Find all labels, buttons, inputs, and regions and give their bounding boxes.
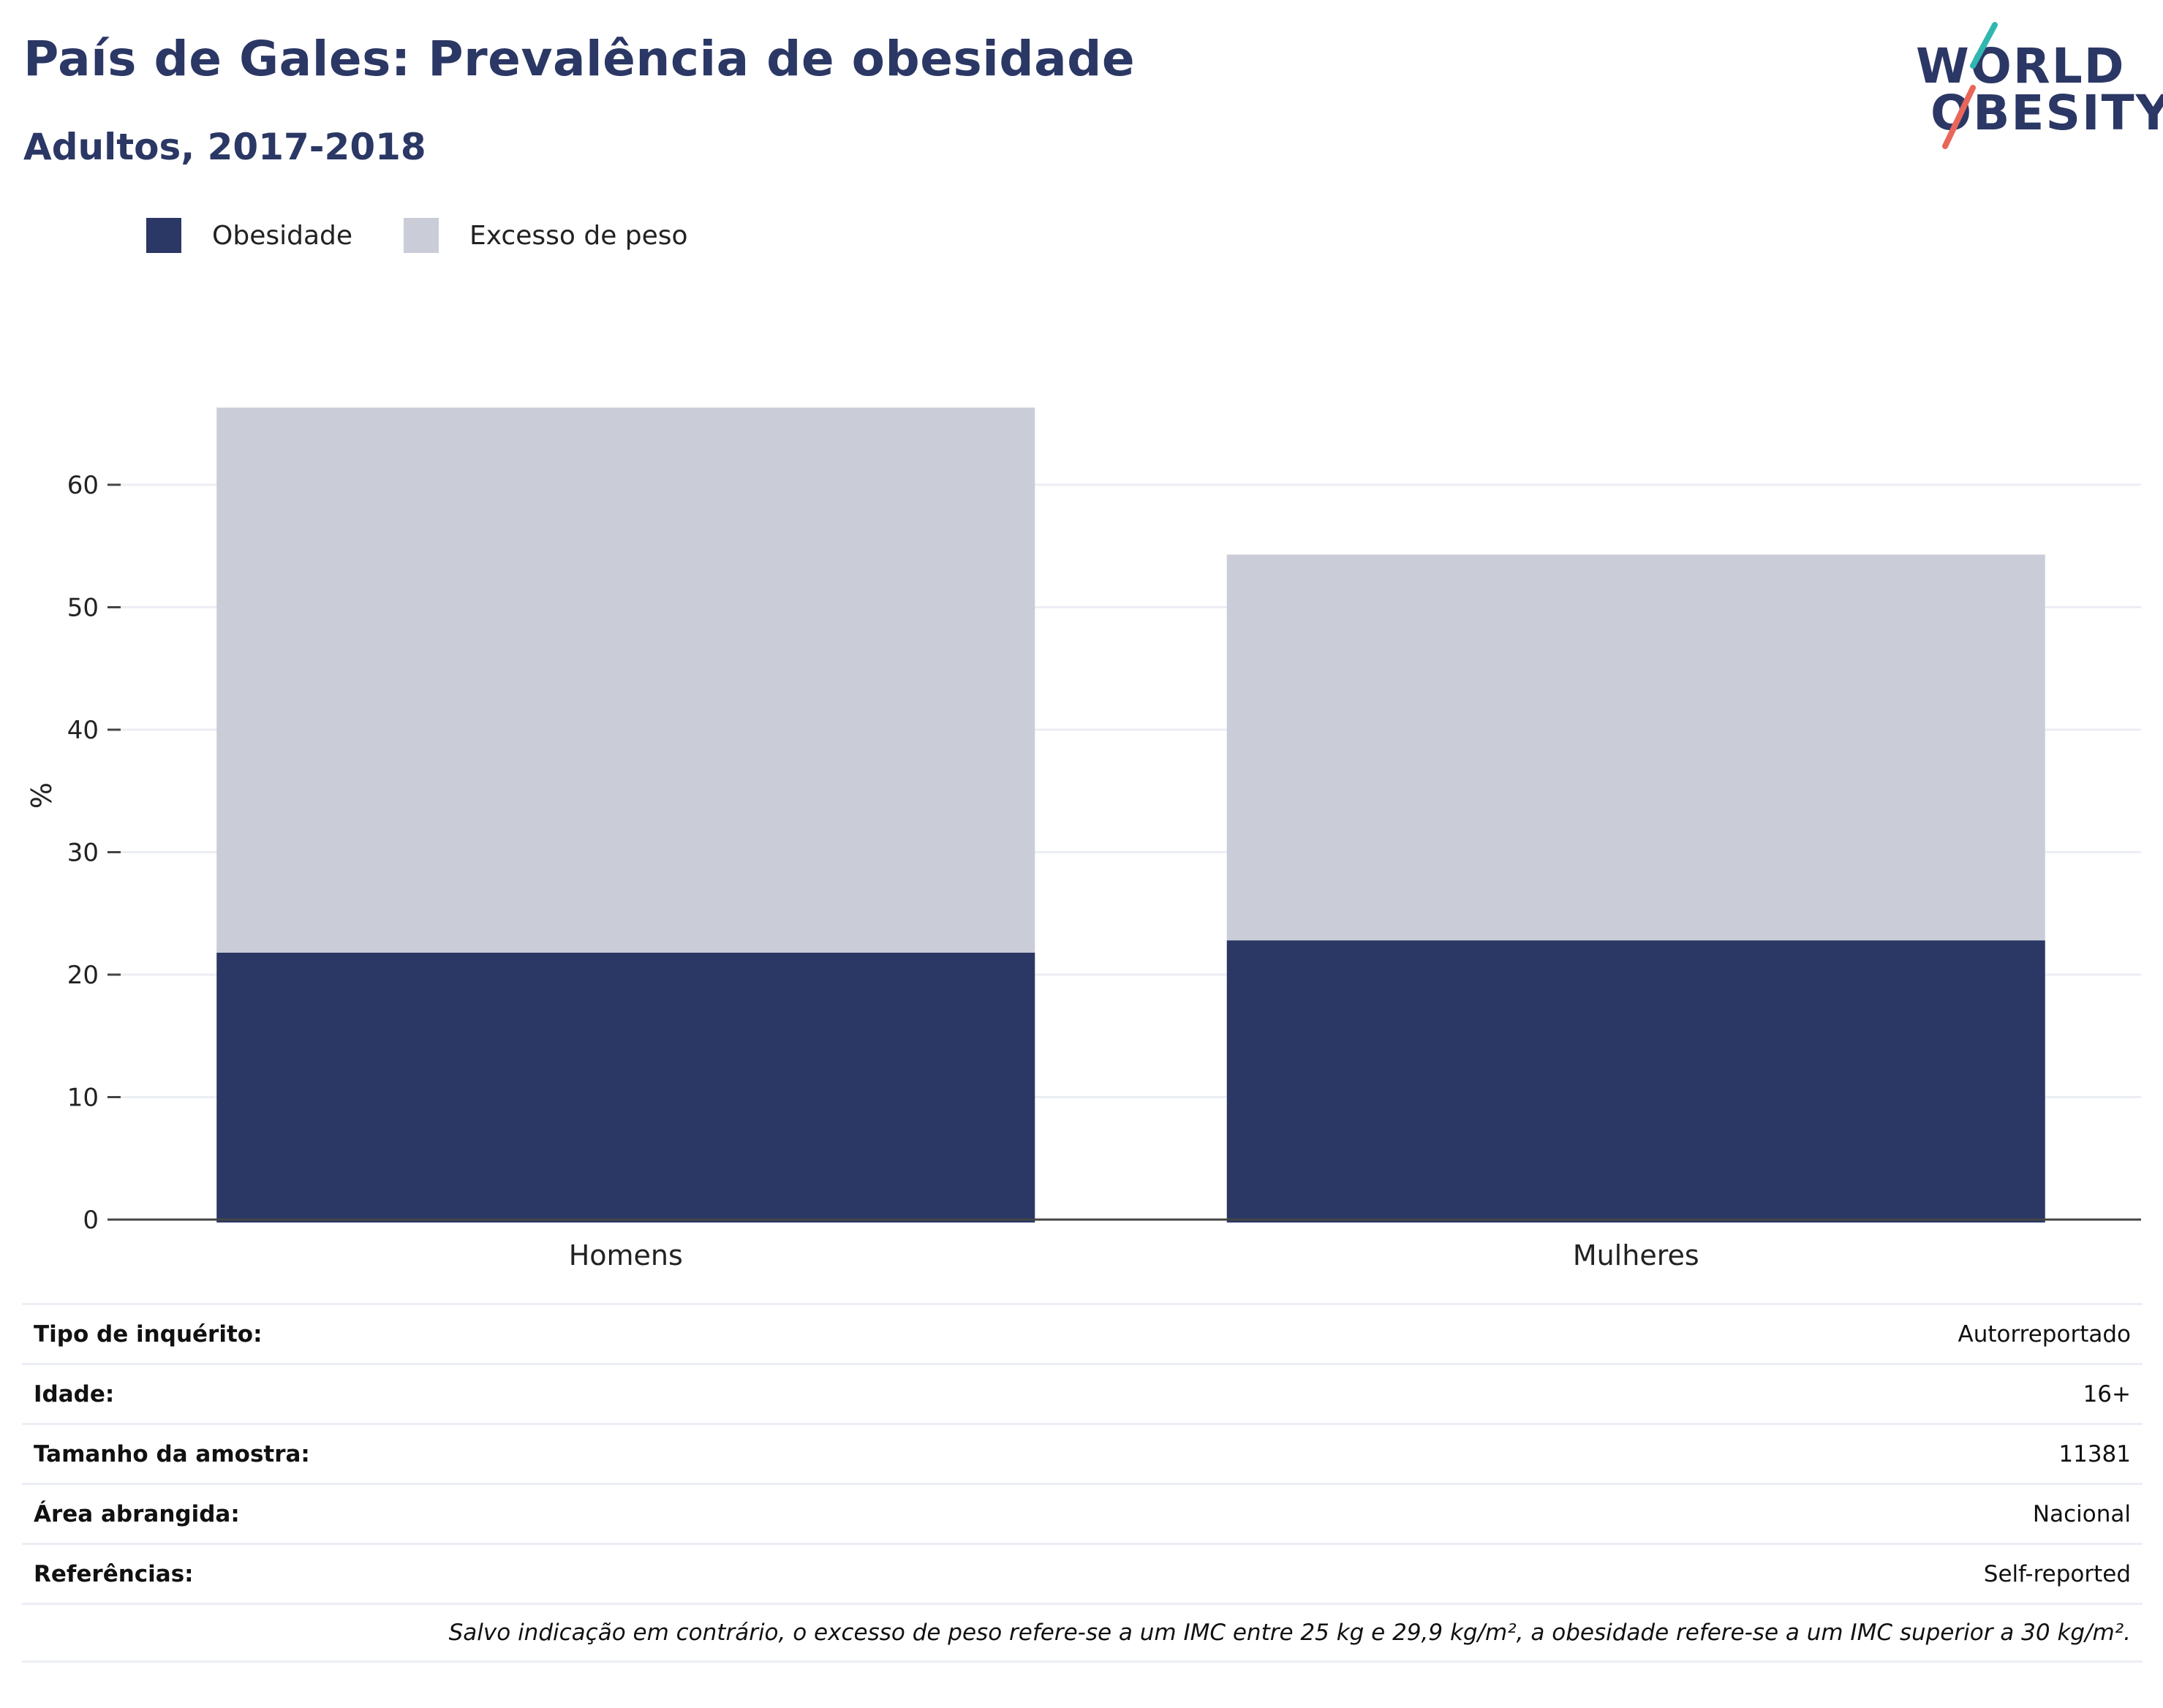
info-value: Self-reported [1983, 1560, 2131, 1587]
y-tick-label: 10 [67, 1084, 99, 1113]
info-key: Tamanho da amostra: [34, 1440, 310, 1467]
info-row-area: Área abrangida: Nacional [22, 1483, 2143, 1543]
footnote: Salvo indicação em contrário, o excesso … [448, 1620, 2131, 1646]
bar-overweight [1226, 554, 2045, 941]
x-tick-label: Mulheres [1573, 1239, 1699, 1271]
info-value: 11381 [2058, 1440, 2131, 1467]
legend-label-obesity: Obesidade [212, 220, 353, 251]
y-tick-label: 0 [83, 1206, 99, 1235]
info-value: Nacional [2032, 1500, 2131, 1527]
chart-legend: Obesidade Excesso de peso [146, 216, 739, 254]
y-tick-label: 60 [67, 471, 99, 500]
chart-title: País de Gales: Prevalência de obesidade [23, 31, 1136, 87]
y-tick-label: 30 [67, 839, 99, 868]
info-row-references: Referências: Self-reported [22, 1543, 2143, 1603]
footnote-row: Salvo indicação em contrário, o excesso … [22, 1603, 2143, 1663]
y-tick-label: 50 [67, 594, 99, 623]
info-key: Referências: [34, 1560, 194, 1587]
info-key: Tipo de inquérito: [34, 1320, 263, 1348]
info-value: Autorreportado [1958, 1320, 2132, 1348]
bar-chart: 0 10 20 30 40 50 60% Homens Mulheres [26, 407, 2141, 1271]
info-row-age: Idade: 16+ [22, 1363, 2143, 1423]
info-row-sample-size: Tamanho da amostra: 11381 [22, 1423, 2143, 1483]
bar-overweight [216, 407, 1035, 953]
legend-swatch-obesity [146, 218, 181, 253]
chart-subtitle: Adultos, 2017-2018 [23, 126, 426, 168]
world-obesity-logo: WORLD OBESITY [1916, 22, 2163, 154]
survey-info-table: Tipo de inquérito: Autorreportado Idade:… [22, 1303, 2143, 1663]
info-value: 16+ [2083, 1380, 2131, 1407]
y-axis-label: % [26, 782, 58, 809]
y-tick-label: 20 [67, 961, 99, 990]
legend-item-overweight[interactable]: Excesso de peso [404, 218, 688, 253]
logo-word-1: WORLD [1916, 38, 2126, 94]
legend-item-obesity[interactable]: Obesidade [146, 218, 352, 253]
info-key: Idade: [34, 1380, 115, 1407]
bar-obesity [1226, 940, 2045, 1223]
logo-slash-icon [1942, 22, 1998, 149]
legend-label-overweight: Excesso de peso [469, 220, 688, 251]
legend-swatch-overweight [404, 218, 439, 253]
x-tick-label: Homens [569, 1239, 683, 1271]
bar-obesity [216, 952, 1035, 1223]
info-row-survey-type: Tipo de inquérito: Autorreportado [22, 1303, 2143, 1363]
info-key: Área abrangida: [34, 1500, 240, 1527]
y-tick-label: 40 [67, 716, 99, 745]
